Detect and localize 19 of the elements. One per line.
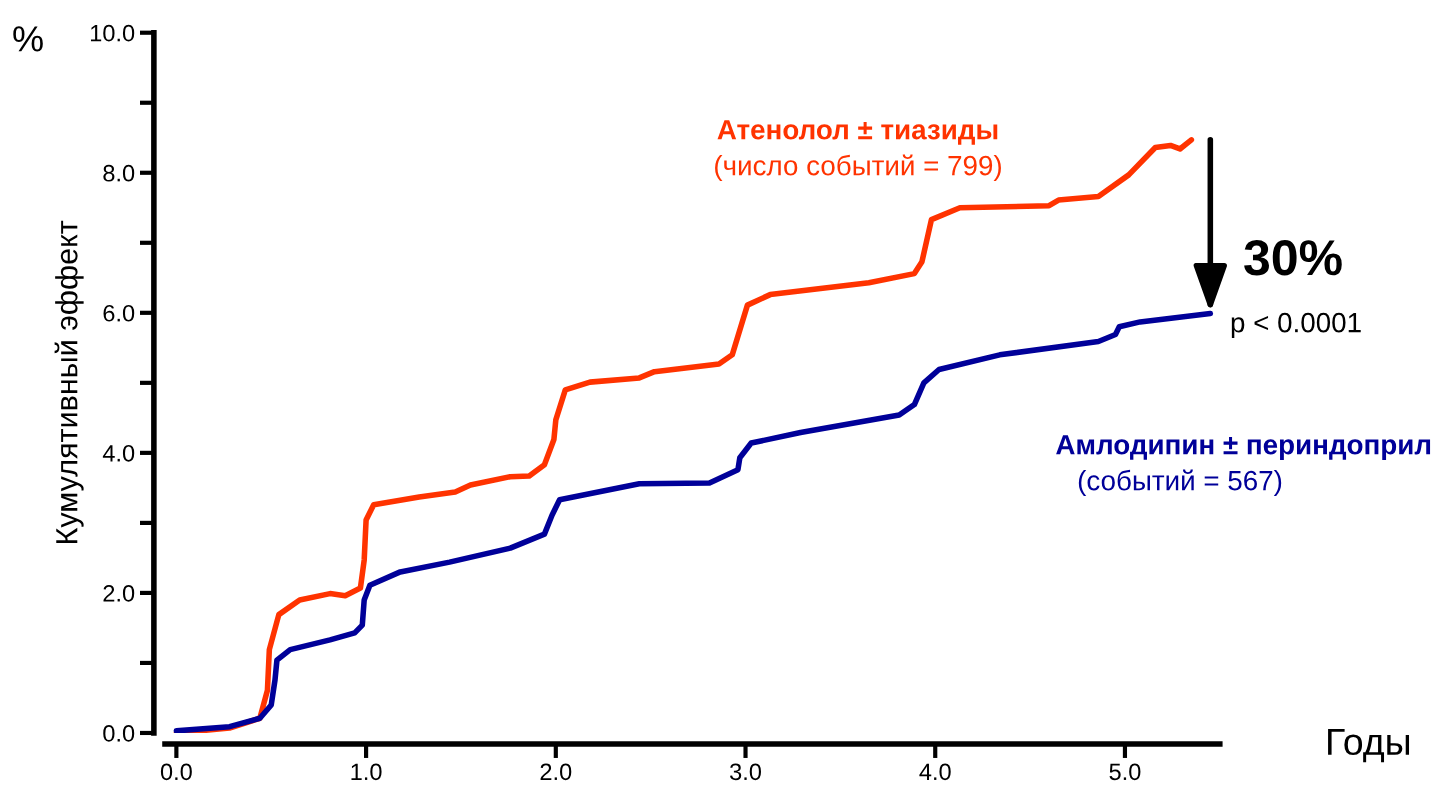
- annotation: 30%: [1244, 240, 1342, 276]
- x-tick-label: 1.0: [351, 763, 382, 781]
- x-tick-label: 2.0: [540, 763, 572, 781]
- x-tick-label: 4.0: [919, 763, 951, 781]
- x-axis-title: Годы: [1328, 728, 1410, 763]
- y-tick-label: 0.0: [103, 725, 135, 742]
- series-label: Атенолол ± тиазиды (число событий = 799): [715, 120, 1001, 181]
- y-tick-label: 6.0: [103, 304, 135, 322]
- y-tick-label: 4.0: [102, 444, 135, 462]
- text: %: [13, 26, 43, 52]
- y-axis-title: Кумулятивный эффект: [54, 220, 84, 543]
- text: Амлодипин ± периндоприл (событий = 567): [1056, 435, 1431, 496]
- y-tick-label: 2.0: [103, 584, 135, 602]
- text: p < 0.0001: [1231, 312, 1361, 338]
- y-tick-label: 10.0: [90, 24, 135, 42]
- x-tick-label: 5.0: [1109, 763, 1141, 781]
- x-tick-label: 0.0: [160, 763, 192, 781]
- y-tick-label: 8.0: [103, 164, 135, 182]
- x-tick-label: 3.0: [730, 763, 762, 781]
